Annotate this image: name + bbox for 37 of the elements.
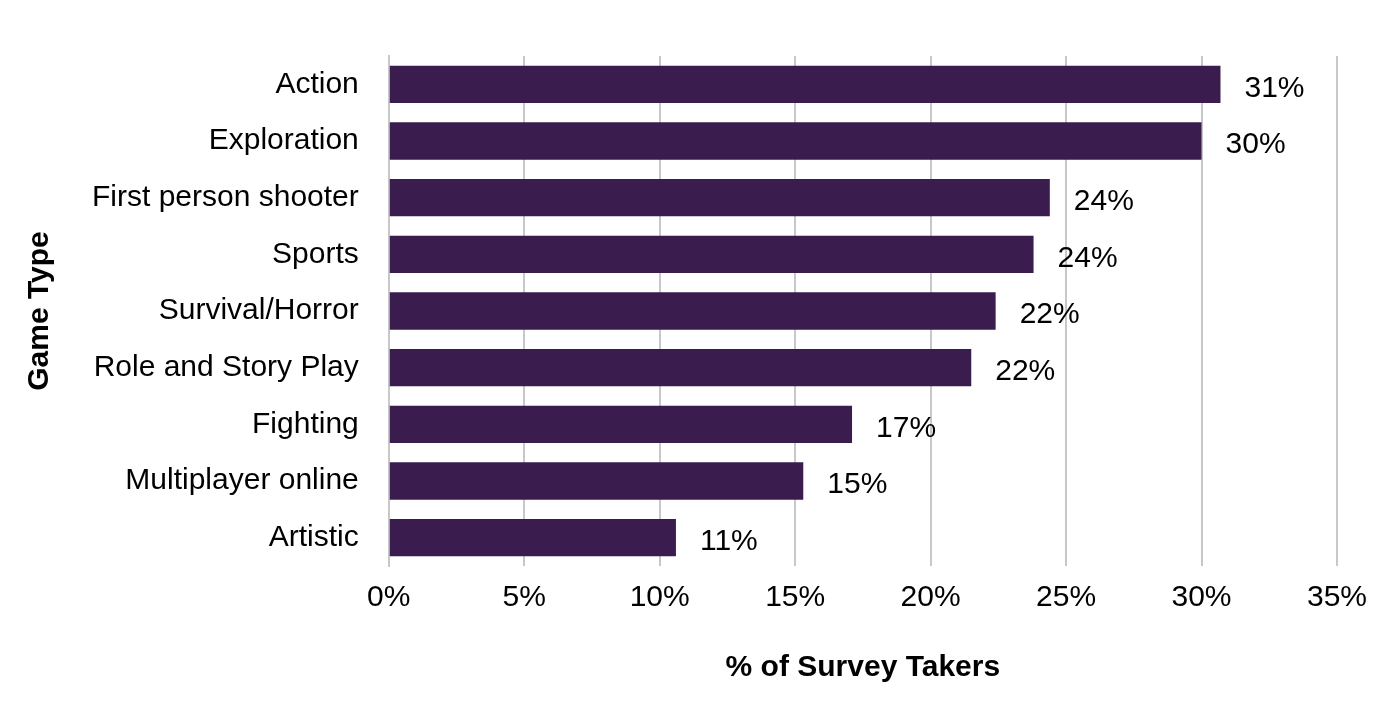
bar [389,178,1050,217]
y-axis-title: Game Type [21,231,55,391]
x-tick-label: 15% [765,579,826,613]
y-tick-label: Multiplayer online [125,462,359,496]
y-tick-label: Action [275,65,359,99]
x-tick-label: 5% [502,579,546,613]
x-tick-label: 10% [629,579,690,613]
data-label: 22% [1019,296,1080,330]
x-tick-label: 0% [367,579,411,613]
y-tick-label: Role and Story Play [93,348,359,382]
bar [389,348,972,387]
data-label: 24% [1057,239,1118,273]
bar [389,65,1221,104]
y-tick-label: Exploration [208,122,359,156]
y-tick-label: Fighting [252,405,359,439]
y-tick-label: First person shooter [92,178,359,212]
y-tick-label: Artistic [268,518,359,552]
data-label: 22% [995,352,1056,386]
bar [389,122,1202,160]
y-tick-label: Sports [272,235,359,269]
x-tick-label: 30% [1171,579,1232,613]
bar [389,518,676,557]
data-label: 17% [876,409,937,443]
data-label: 24% [1073,182,1134,216]
x-tick-label: 25% [1036,579,1097,613]
x-tick-label: 35% [1306,579,1367,613]
data-label: 31% [1244,69,1305,103]
data-label: 15% [827,466,888,500]
x-tick-label: 20% [900,579,961,613]
data-label: 30% [1225,126,1286,160]
data-label: 11% [699,522,758,556]
bar [389,235,1034,274]
y-tick-label: Survival/Horror [158,292,359,326]
bar [389,292,996,330]
x-axis-title: % of Survey Takers [725,649,1001,683]
bar [389,405,853,444]
bar [389,462,804,500]
